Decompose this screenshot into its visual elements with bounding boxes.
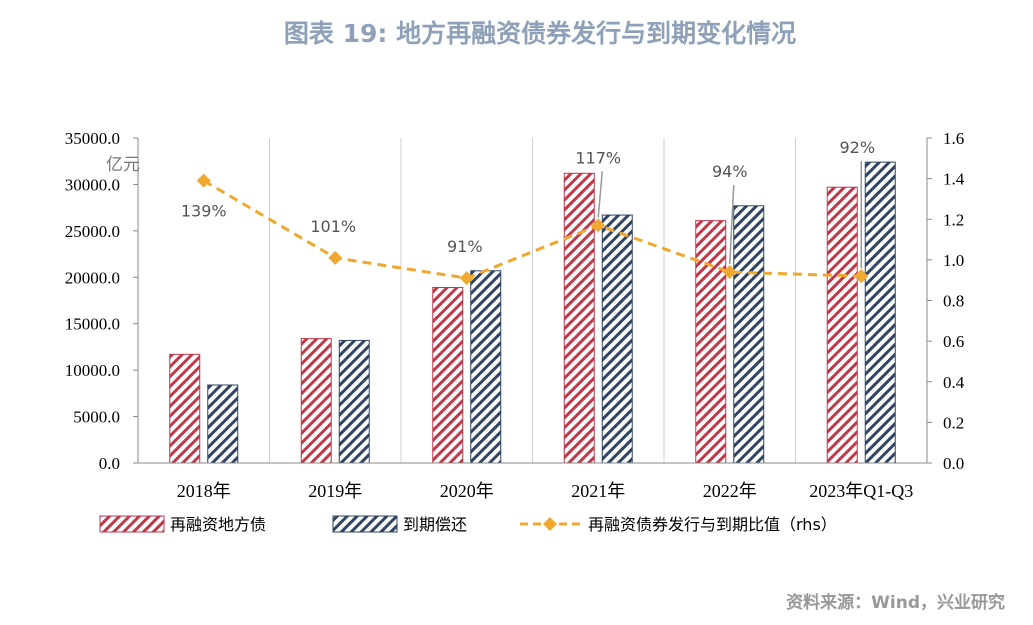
bar-refinancing <box>826 186 858 464</box>
legend-label-ratio: 再融资债券发行与到期比值（rhs） <box>588 515 837 534</box>
bar-refinancing <box>300 338 332 464</box>
y2-tick-label: 1.4 <box>943 170 965 189</box>
ratio-point <box>196 173 211 188</box>
data-label-leader <box>729 185 735 265</box>
bar-maturity <box>338 339 370 464</box>
ratio-point <box>328 250 343 265</box>
data-label: 94% <box>712 162 748 181</box>
x-tick-label: 2023年Q1-Q3 <box>809 481 913 501</box>
bar-maturity <box>207 384 239 464</box>
bar-maturity <box>733 205 765 464</box>
data-label-leader <box>597 171 603 218</box>
legend-label-refinancing: 再融资地方债 <box>170 515 266 534</box>
ratio-line-path <box>202 179 862 280</box>
legend-marker-ratio <box>543 517 557 531</box>
y-axis-ticks: 0.0 5000.0 10000.0 15000.0 20000.0 25000.0 300… <box>65 129 138 473</box>
y-tick-label: 10000.0 <box>65 361 120 380</box>
y2-tick-label: 1.6 <box>943 129 964 148</box>
chart-title: 图表 19: 地方再融资债券发行与到期变化情况 <box>284 19 796 48</box>
data-label: 92% <box>839 138 875 157</box>
x-axis-ticks: 2018年 2019年 2020年 2021年 2022年 2023年Q1-Q3 <box>177 481 914 501</box>
data-label: 139% <box>181 202 227 221</box>
ratio-line <box>196 173 869 286</box>
y-tick-label: 15000.0 <box>65 315 120 334</box>
legend-swatch-refinancing <box>99 515 165 533</box>
y-tick-label: 30000.0 <box>65 175 120 194</box>
ratio-point <box>591 218 606 233</box>
bar-refinancing <box>695 220 727 464</box>
legend: 再融资地方债 到期偿还 再融资债券发行与到期比值（rhs） <box>99 515 837 534</box>
legend-swatch-maturity <box>332 515 398 533</box>
legend-label-maturity: 到期偿还 <box>403 515 467 534</box>
y-tick-label: 35000.0 <box>65 129 120 148</box>
x-tick-label: 2018年 <box>177 481 231 501</box>
bars <box>169 161 896 464</box>
data-label: 91% <box>447 237 483 256</box>
y2-tick-label: 0.8 <box>943 292 964 311</box>
ratio-point <box>722 265 737 280</box>
y2-tick-label: 1.2 <box>943 210 964 229</box>
bar-maturity <box>601 214 633 464</box>
y2-tick-label: 1.0 <box>943 251 964 270</box>
y-tick-label: 25000.0 <box>65 222 120 241</box>
y-axis-unit: 亿元 <box>106 155 140 175</box>
x-tick-label: 2020年 <box>440 481 494 501</box>
x-tick-label: 2019年 <box>308 481 362 501</box>
bar-refinancing <box>432 287 464 464</box>
data-label: 117% <box>575 148 621 167</box>
x-tick-label: 2021年 <box>571 481 625 501</box>
bar-refinancing <box>169 353 201 464</box>
y2-axis-ticks: 0.0 0.2 0.4 0.6 0.8 1.0 1.2 1.4 1.6 <box>927 129 965 473</box>
ratio-point <box>459 271 474 286</box>
data-label: 101% <box>310 217 356 236</box>
bar-refinancing <box>563 172 595 464</box>
y2-tick-label: 0.2 <box>943 413 964 432</box>
y-tick-label: 0.0 <box>99 454 120 473</box>
x-tick-label: 2022年 <box>703 481 757 501</box>
ratio-point <box>854 269 869 284</box>
y2-tick-label: 0.4 <box>943 373 965 392</box>
y2-tick-label: 0.0 <box>943 454 964 473</box>
grid <box>269 138 796 463</box>
data-labels: 139% 101% 91% 117% 94% 92% <box>181 138 875 269</box>
y-tick-label: 20000.0 <box>65 268 120 287</box>
source-note: 资料来源：Wind，兴业研究 <box>786 592 1005 613</box>
y2-tick-label: 0.6 <box>943 332 964 351</box>
y-tick-label: 5000.0 <box>73 408 120 427</box>
bar-maturity <box>864 161 896 464</box>
bar-maturity <box>470 270 502 464</box>
